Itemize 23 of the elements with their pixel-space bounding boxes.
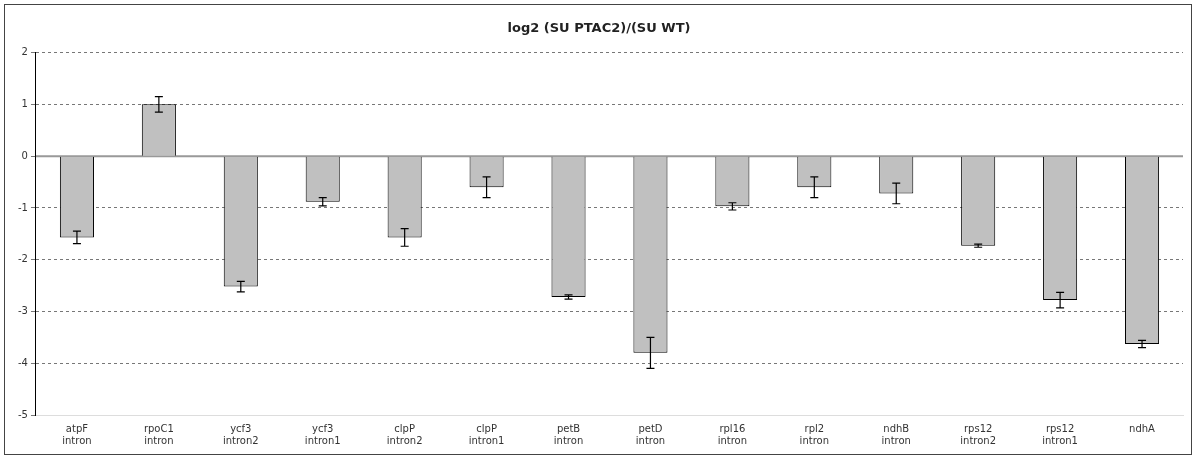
x-tick-label: ycf3 intron2 (222, 422, 259, 446)
chart-title: log2 (SU PTAC2)/(SU WT) (507, 20, 691, 36)
y-tick-label: -3 (17, 305, 28, 317)
y-tick-label: -2 (17, 253, 28, 265)
x-tick-label: ndhB intron (881, 422, 911, 446)
y-tick-label: -4 (17, 356, 28, 368)
x-tick-label: petD intron (635, 422, 666, 446)
x-tick-label: clpP intron1 (468, 422, 505, 446)
x-tick-label: rps12 intron1 (1042, 422, 1078, 446)
y-tick-label: -5 (17, 408, 28, 420)
y-tick-label: -1 (17, 201, 28, 213)
x-tick-label: atpF intron (62, 422, 92, 446)
y-tick-label: 2 (21, 46, 28, 58)
x-tick-label: rpoC1 intron (143, 422, 174, 446)
x-tick-label: rps12 intron2 (960, 422, 997, 446)
x-tick-label: ycf3 intron1 (304, 422, 341, 446)
x-tick-label: ndhA (1129, 422, 1156, 434)
x-tick-label: clpP intron2 (386, 422, 423, 446)
y-tick-label: 1 (21, 97, 28, 109)
y-tick-label: 0 (21, 149, 28, 161)
x-tick-label: rpl2 intron (799, 422, 830, 446)
x-tick-label: rpl16 intron (717, 422, 748, 446)
x-tick-label: petB intron (553, 422, 584, 446)
